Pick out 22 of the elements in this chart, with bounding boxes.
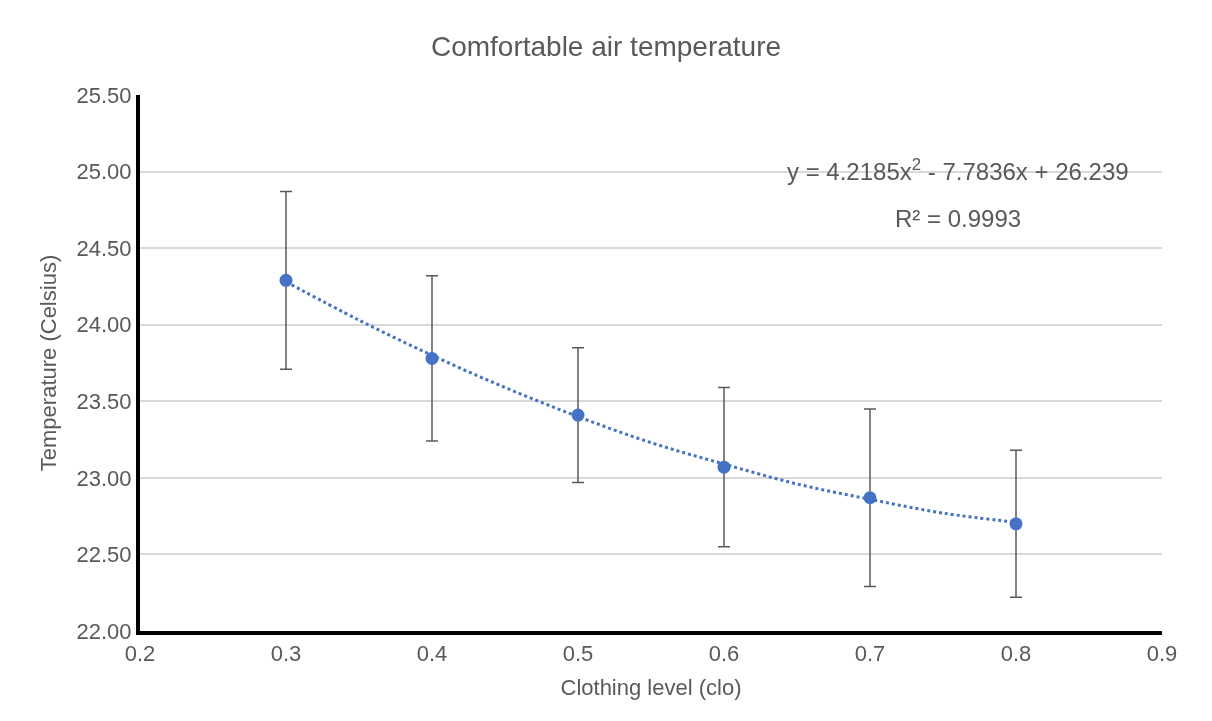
x-axis-title: Clothing level (clo) — [560, 674, 742, 700]
y-tick-label: 24.50 — [76, 235, 132, 261]
x-tick-label: 0.3 — [270, 641, 302, 667]
y-tick-label: 25.50 — [76, 82, 132, 108]
chart-title: Comfortable air temperature — [430, 30, 782, 62]
x-tick-label: 0.7 — [854, 641, 886, 667]
y-tick-label: 22.50 — [76, 542, 132, 568]
y-tick-label: 25.00 — [76, 159, 132, 185]
y-tick-label: 23.00 — [76, 465, 132, 491]
x-tick-label: 0.5 — [562, 641, 594, 667]
x-tick-label: 0.9 — [1146, 641, 1178, 667]
annotation: y = 4.2185x$^{2}$ - 7.7836x + 26.239 — [787, 155, 1129, 186]
point — [279, 273, 293, 287]
y-tick-label: 22.00 — [76, 618, 132, 644]
annotation: R² = 0.9993 — [895, 205, 1022, 232]
x-tick-label: 0.4 — [416, 641, 448, 667]
x-tick-label: 0.8 — [1000, 641, 1032, 667]
y-tick-label: 23.50 — [76, 388, 132, 414]
x-tick-label: 0.6 — [708, 641, 740, 667]
x-tick-label: 0.2 — [124, 641, 156, 667]
y-tick-label: 24.00 — [76, 312, 132, 338]
y-axis-title: Temperature (Celsius) — [35, 254, 61, 472]
